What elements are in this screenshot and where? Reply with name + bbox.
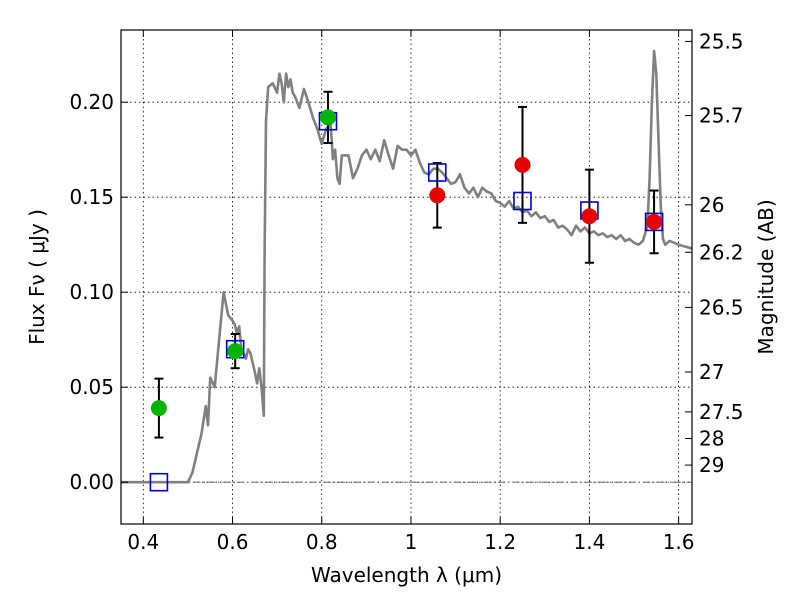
- y-tick-label: 0.20: [69, 90, 114, 114]
- grid-layer: [121, 30, 692, 524]
- model-band-square: [427, 163, 447, 182]
- model-band-square: [513, 191, 532, 211]
- y2-tick-label: 26.2: [699, 240, 744, 264]
- y2-tick-label: 27: [699, 360, 724, 384]
- photometry-point: [581, 208, 598, 225]
- y2-tick-label: 29: [699, 453, 724, 477]
- x-tick-label: 1.4: [573, 530, 605, 554]
- photometry-point: [646, 213, 663, 230]
- y2-tick-label: 28: [699, 427, 724, 451]
- y-tick-label: 0.00: [69, 470, 114, 494]
- photometry-point: [319, 109, 336, 126]
- photometry-point: [514, 156, 531, 173]
- x-tick-label: 0.8: [306, 530, 338, 554]
- photometry-point: [429, 187, 446, 204]
- y2-axis-label: Magnitude (AB): [754, 199, 778, 354]
- x-tick-label: 0.4: [127, 530, 159, 554]
- photometry-point: [227, 343, 244, 360]
- x-tick-label: 1.6: [663, 530, 695, 554]
- y2-tick-label: 25.7: [699, 104, 744, 128]
- photometry-point: [150, 400, 167, 417]
- x-tick-label: 1: [405, 530, 418, 554]
- y-tick-label: 0.05: [69, 375, 114, 399]
- model-band-square: [644, 212, 664, 232]
- x-tick-label: 1.2: [484, 530, 516, 554]
- y-tick-label: 0.10: [69, 280, 114, 304]
- data-marks: [149, 90, 664, 492]
- axis-ticks: [121, 30, 692, 524]
- y2-tick-label: 26: [699, 193, 724, 217]
- y-axis-label: Flux Fν ( μJy ): [25, 209, 49, 345]
- x-axis-label: Wavelength λ (μm): [311, 563, 502, 587]
- model-band-square: [149, 472, 169, 492]
- y-tick-label: 0.15: [69, 185, 114, 209]
- model-spectrum-line: [121, 49, 692, 484]
- y2-tick-label: 26.5: [699, 295, 744, 319]
- y2-tick-label: 27.5: [699, 400, 744, 424]
- y2-tick-label: 25.5: [699, 29, 744, 53]
- tick-labels: 0.4 0.6 0.8 1 1.2 1.4 1.6 0.00 0.05 0.10 0.15 0.20 2…: [69, 29, 743, 554]
- x-tick-label: 0.6: [217, 530, 249, 554]
- plot-frame: [120, 29, 693, 525]
